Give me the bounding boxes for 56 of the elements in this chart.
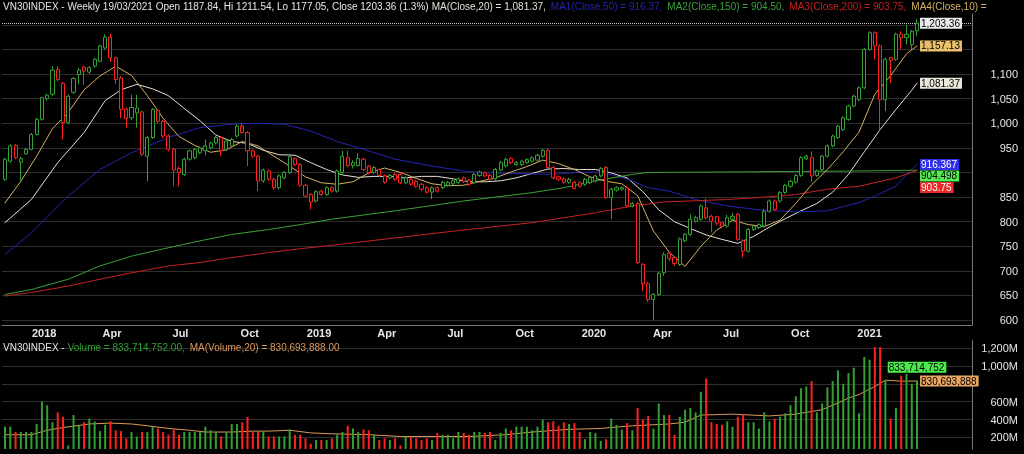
y-tick-label: 200M (990, 431, 1018, 444)
x-tick-label: Apr (653, 326, 673, 339)
x-tick-label: 2019 (306, 326, 332, 339)
line-series (4, 122, 918, 256)
x-tick-label: Apr (102, 326, 123, 339)
y-tick-label: 700 (999, 264, 1018, 277)
y-tick-label: 1,100 (990, 68, 1018, 81)
text: Volume = 833,714,752.00, (67, 341, 185, 353)
text: MA3(Close,200) = 903.75, (789, 0, 907, 12)
x-tick-label: 2020 (581, 326, 607, 339)
text: MA1(Close,50) = 916.37, (550, 0, 663, 12)
y-tick-label: 1,000 (990, 117, 1018, 130)
text: MA(Volume,20) = 830,693,888.00 (189, 341, 340, 353)
data-label: 1,081.37 (921, 77, 961, 89)
line-series (4, 379, 918, 437)
candlestick (14, 143, 18, 160)
x-tick-label: Jul (447, 326, 464, 339)
data-label: 916.367 (921, 158, 958, 170)
y-tick-label: 400M (990, 413, 1018, 426)
data-label: 904.498 (921, 170, 958, 182)
x-tick-label: Jul (723, 326, 739, 339)
y-tick-label: 600M (990, 395, 1018, 408)
candlestick (915, 18, 919, 37)
y-tick-label: 1,200M (981, 342, 1018, 355)
x-tick-label: Apr (377, 326, 398, 339)
candlestick (71, 76, 76, 95)
y-tick-label: 600 (999, 314, 1018, 327)
ref-line-label: 1,203.36 (921, 17, 961, 29)
y-tick-label: 850 (999, 191, 1018, 204)
candlestick (19, 156, 23, 182)
data-label: 830,693,888 (921, 375, 978, 387)
x-tick-label: Jul (172, 326, 189, 339)
data-label: 833,714,752 (888, 361, 945, 373)
candlestick (657, 271, 661, 297)
x-tick-label: 2018 (31, 326, 57, 339)
y-tick-label: 650 (999, 289, 1018, 302)
line-series (4, 82, 918, 244)
x-tick-label: Oct (515, 326, 535, 339)
data-label: 903.75 (921, 182, 953, 194)
text: MA2(Close,150) = 904.50, (667, 0, 785, 12)
text: MA4(Close,10) = (911, 0, 987, 12)
candlestick (636, 201, 640, 265)
chart-title: VN30INDEX - Weekly 19/03/2021 Open 1187.84, Hi 1211.54, Lo 1177.05, Close 1203.36 (1.3%) (3, 0, 429, 12)
y-tick-label: 950 (999, 141, 1018, 154)
x-tick-label: 2021 (857, 326, 882, 339)
candlestick (230, 137, 234, 149)
x-tick-label: Oct (791, 326, 810, 339)
text: MA(Close,20) = 1,081.37, (431, 0, 546, 12)
y-tick-label: 800 (999, 215, 1018, 228)
y-tick-label: 750 (999, 240, 1018, 253)
y-tick-label: 1,000M (981, 359, 1018, 372)
x-tick-label: Oct (240, 326, 260, 339)
line-series (4, 45, 918, 267)
data-label: 1,157.13 (921, 40, 961, 52)
chart-title: VN30INDEX - (3, 341, 65, 353)
y-tick-label: 1,050 (990, 92, 1018, 105)
